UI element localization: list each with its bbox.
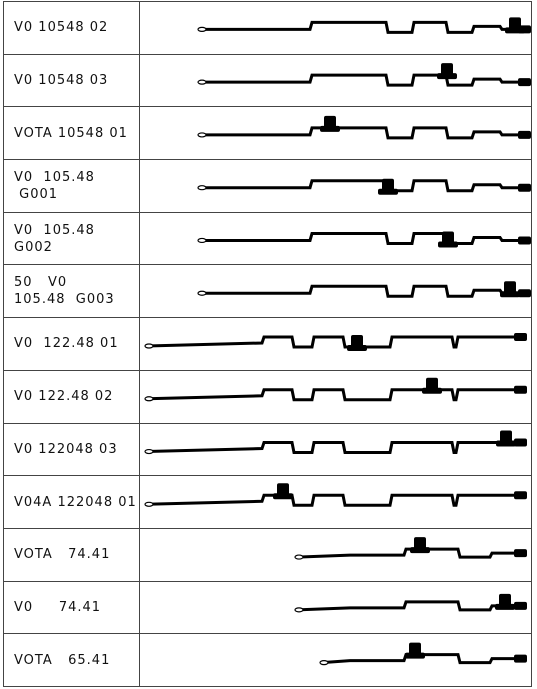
table-row: VOTA 10548 01 bbox=[3, 106, 532, 161]
needle-butt-end bbox=[518, 289, 531, 298]
part-number: V0 105.48 bbox=[14, 222, 95, 238]
needle-eye bbox=[144, 501, 154, 507]
needle-butt-base bbox=[378, 188, 398, 195]
needle-shaft bbox=[146, 335, 514, 349]
part-number: G001 bbox=[14, 186, 59, 202]
part-number-cell: V0 105.48 G002 bbox=[3, 211, 140, 266]
needle-shaft bbox=[146, 441, 514, 455]
needle-butt-end bbox=[514, 333, 527, 341]
part-number: VOTA 65.41 bbox=[14, 652, 111, 668]
needle-shaft bbox=[200, 231, 518, 245]
needle-butt-end bbox=[518, 183, 531, 192]
part-number-cell: VOTA 74.41 bbox=[3, 527, 140, 582]
part-number: V0 122048 03 bbox=[14, 441, 118, 457]
needle-eye bbox=[144, 343, 154, 349]
needle-butt-base bbox=[437, 73, 457, 80]
needle-butt-base bbox=[496, 440, 516, 447]
needle-eye bbox=[197, 132, 207, 138]
part-number-cell: 50 V0 105.48 G003 bbox=[3, 264, 140, 319]
needle-butt-base bbox=[500, 291, 520, 298]
needle-butt-base bbox=[410, 547, 430, 554]
needle-butt-end bbox=[518, 78, 531, 87]
needle-eye bbox=[197, 26, 207, 32]
part-number: 50 V0 bbox=[14, 275, 68, 291]
needle-eye bbox=[144, 396, 154, 402]
needle-shaft bbox=[321, 653, 514, 665]
part-number: V0 10548 02 bbox=[14, 20, 109, 36]
part-number-cell: V0 122048 03 bbox=[3, 422, 140, 477]
needle-butt-end bbox=[518, 236, 531, 245]
part-number: V0 105.48 bbox=[14, 169, 95, 185]
needle-shaft bbox=[296, 600, 514, 612]
table-row: V0 105.48 G002 bbox=[3, 211, 532, 266]
needle-butt-base bbox=[422, 387, 442, 394]
needle-shaft bbox=[296, 547, 514, 559]
needle-butt-end bbox=[514, 491, 527, 500]
needle-butt-end bbox=[514, 385, 527, 394]
needle-butt-base bbox=[495, 603, 515, 610]
needle-butt-base bbox=[405, 652, 425, 659]
needle-cell bbox=[139, 633, 532, 687]
needle-eye bbox=[144, 448, 154, 455]
part-number: 105.48 G003 bbox=[14, 292, 115, 308]
needle-shaft bbox=[200, 126, 518, 140]
needle-butt-base bbox=[273, 493, 293, 500]
needle-butt-end bbox=[514, 654, 527, 663]
needle-butt-base bbox=[347, 345, 367, 351]
needle-shaft bbox=[146, 388, 514, 402]
needle-shaft bbox=[200, 20, 518, 34]
needle-shaft bbox=[146, 493, 514, 507]
part-number-cell: V0 10548 03 bbox=[3, 53, 140, 108]
part-number-cell: V0 74.41 bbox=[3, 580, 140, 635]
part-number: V0 122.48 02 bbox=[14, 389, 114, 405]
table-row: V04A 122048 01 bbox=[3, 475, 532, 529]
part-number: V0 122.48 01 bbox=[14, 336, 119, 352]
part-number: VOTA 10548 01 bbox=[14, 125, 128, 141]
needle-butt-base bbox=[320, 125, 340, 132]
needle-butt-end bbox=[514, 601, 527, 610]
needle-eye bbox=[294, 554, 304, 560]
needle-eye bbox=[197, 290, 207, 296]
needle-shaft bbox=[200, 73, 518, 87]
table-row: V0 122048 03 bbox=[3, 422, 532, 477]
part-number: V0 10548 03 bbox=[14, 73, 109, 89]
needle-butt-base bbox=[505, 27, 525, 34]
part-number-cell: VOTA 10548 01 bbox=[3, 106, 140, 161]
needle-butt-end bbox=[518, 130, 531, 139]
needle-eye bbox=[319, 660, 329, 666]
needle-shaft bbox=[200, 179, 518, 193]
part-number-cell: V04A 122048 01 bbox=[3, 475, 140, 529]
needle-eye bbox=[197, 185, 207, 191]
part-number-cell: VOTA 65.41 bbox=[3, 633, 140, 687]
needle-shaft bbox=[200, 284, 518, 298]
part-number-cell: V0 105.48 G001 bbox=[3, 159, 140, 213]
part-number: V04A 122048 01 bbox=[14, 494, 137, 510]
needle-eye bbox=[197, 79, 207, 85]
part-number: G002 bbox=[14, 239, 53, 255]
needle-eye bbox=[197, 237, 207, 244]
needle-butt-end bbox=[514, 438, 527, 447]
needle-butt-base bbox=[438, 241, 458, 248]
needle-eye bbox=[294, 607, 304, 613]
part-number: VOTA 74.41 bbox=[14, 547, 111, 563]
part-number: V0 74.41 bbox=[14, 599, 102, 615]
table-row: VOTA 65.41 bbox=[3, 633, 532, 687]
part-number-cell: V0 10548 02 bbox=[3, 1, 140, 55]
needle-butt-end bbox=[514, 549, 527, 558]
